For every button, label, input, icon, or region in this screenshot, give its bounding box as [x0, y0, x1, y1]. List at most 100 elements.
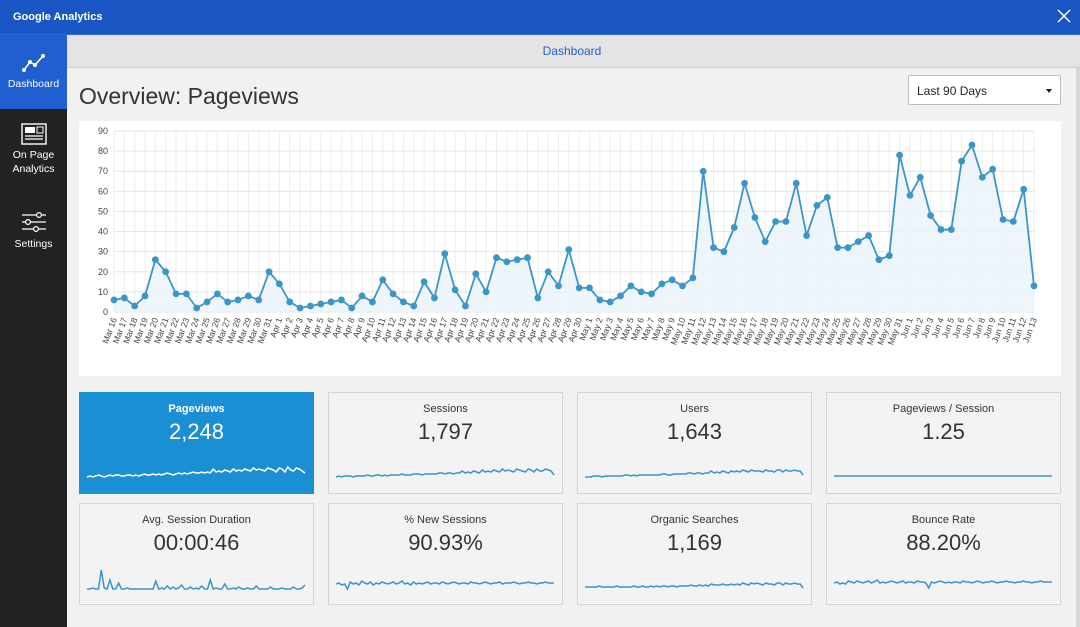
data-point[interactable]	[462, 302, 469, 310]
data-point[interactable]	[999, 216, 1007, 223]
data-point[interactable]	[389, 290, 397, 298]
data-point[interactable]	[451, 286, 459, 294]
data-point[interactable]	[648, 290, 655, 298]
data-point[interactable]	[1009, 218, 1017, 225]
sidebar-item-on-page-analytics[interactable]: On Page Analytics	[0, 123, 67, 187]
data-point[interactable]	[1020, 185, 1028, 193]
data-point[interactable]	[679, 282, 686, 290]
data-point[interactable]	[637, 288, 645, 296]
close-icon[interactable]	[1056, 8, 1072, 24]
data-point[interactable]	[493, 254, 500, 262]
data-point[interactable]	[224, 298, 232, 306]
data-point[interactable]	[668, 276, 676, 284]
data-point[interactable]	[875, 256, 883, 264]
data-point[interactable]	[338, 296, 345, 304]
data-point[interactable]	[441, 250, 449, 258]
data-point[interactable]	[803, 232, 810, 239]
data-point[interactable]	[751, 214, 759, 221]
data-point[interactable]	[213, 290, 221, 298]
data-point[interactable]	[317, 300, 325, 308]
data-point[interactable]	[658, 280, 666, 288]
data-point[interactable]	[916, 173, 924, 181]
data-point[interactable]	[503, 258, 511, 266]
data-point[interactable]	[937, 226, 945, 233]
data-point[interactable]	[720, 248, 728, 256]
data-point[interactable]	[482, 288, 490, 296]
scrollbar[interactable]	[1076, 68, 1080, 627]
metric-tile-pageviews-per-session[interactable]: Pageviews / Session 1.25	[826, 392, 1061, 494]
data-point[interactable]	[182, 290, 190, 298]
data-point[interactable]	[978, 173, 986, 181]
data-point[interactable]	[234, 296, 242, 304]
data-point[interactable]	[575, 284, 583, 292]
metric-tile-new-sessions[interactable]: % New Sessions 90.93%	[328, 503, 563, 605]
data-point[interactable]	[885, 252, 893, 260]
data-point[interactable]	[151, 256, 159, 264]
data-point[interactable]	[947, 226, 955, 233]
data-point[interactable]	[627, 282, 635, 290]
data-point[interactable]	[772, 218, 779, 225]
data-point[interactable]	[813, 202, 821, 209]
data-point[interactable]	[565, 246, 573, 254]
data-point[interactable]	[524, 254, 531, 262]
data-point[interactable]	[927, 212, 935, 219]
breadcrumb[interactable]: Dashboard	[542, 44, 602, 58]
data-point[interactable]	[968, 141, 976, 149]
date-range-select[interactable]: Last 90 Days	[908, 75, 1061, 105]
data-point[interactable]	[710, 244, 717, 252]
data-point[interactable]	[110, 296, 118, 304]
data-point[interactable]	[741, 179, 748, 187]
data-point[interactable]	[358, 292, 366, 300]
data-point[interactable]	[193, 304, 201, 312]
data-point[interactable]	[958, 157, 966, 165]
data-point[interactable]	[782, 218, 790, 225]
data-point[interactable]	[989, 165, 997, 173]
data-point[interactable]	[203, 298, 211, 306]
data-point[interactable]	[131, 302, 139, 310]
metric-tile-organic-searches[interactable]: Organic Searches 1,169	[577, 503, 812, 605]
data-point[interactable]	[286, 298, 294, 306]
data-point[interactable]	[834, 244, 841, 252]
data-point[interactable]	[327, 298, 335, 306]
data-point[interactable]	[431, 294, 438, 302]
data-point[interactable]	[596, 296, 604, 304]
data-point[interactable]	[544, 268, 552, 276]
data-point[interactable]	[844, 244, 852, 252]
data-point[interactable]	[689, 274, 697, 282]
data-point[interactable]	[555, 282, 562, 290]
data-point[interactable]	[896, 151, 904, 159]
data-point[interactable]	[120, 294, 128, 302]
data-point[interactable]	[410, 302, 418, 310]
data-point[interactable]	[865, 232, 873, 239]
data-point[interactable]	[172, 290, 180, 298]
data-point[interactable]	[730, 224, 738, 231]
data-point[interactable]	[823, 193, 831, 201]
metric-tile-sessions[interactable]: Sessions 1,797	[328, 392, 563, 494]
data-point[interactable]	[534, 294, 542, 302]
sidebar-item-settings[interactable]: Settings	[0, 211, 67, 255]
data-point[interactable]	[348, 304, 356, 312]
metric-tile-avg-session-duration[interactable]: Avg. Session Duration 00:00:46	[79, 503, 314, 605]
data-point[interactable]	[265, 268, 273, 276]
data-point[interactable]	[513, 256, 521, 264]
data-point[interactable]	[296, 304, 304, 312]
data-point[interactable]	[420, 278, 428, 286]
data-point[interactable]	[275, 280, 283, 288]
data-point[interactable]	[1030, 282, 1038, 290]
metric-tile-bounce-rate[interactable]: Bounce Rate 88.20%	[826, 503, 1061, 605]
sidebar-item-dashboard[interactable]: Dashboard	[0, 35, 67, 109]
data-point[interactable]	[141, 292, 149, 300]
data-point[interactable]	[761, 238, 769, 246]
data-point[interactable]	[379, 276, 387, 284]
data-point[interactable]	[854, 238, 862, 246]
data-point[interactable]	[792, 179, 800, 187]
data-point[interactable]	[369, 298, 376, 306]
data-point[interactable]	[244, 292, 252, 300]
data-point[interactable]	[699, 167, 707, 175]
metric-tile-pageviews[interactable]: Pageviews 2,248	[79, 392, 314, 494]
data-point[interactable]	[906, 191, 914, 199]
data-point[interactable]	[255, 296, 263, 304]
metric-tile-users[interactable]: Users 1,643	[577, 392, 812, 494]
data-point[interactable]	[162, 268, 170, 276]
data-point[interactable]	[472, 270, 480, 278]
